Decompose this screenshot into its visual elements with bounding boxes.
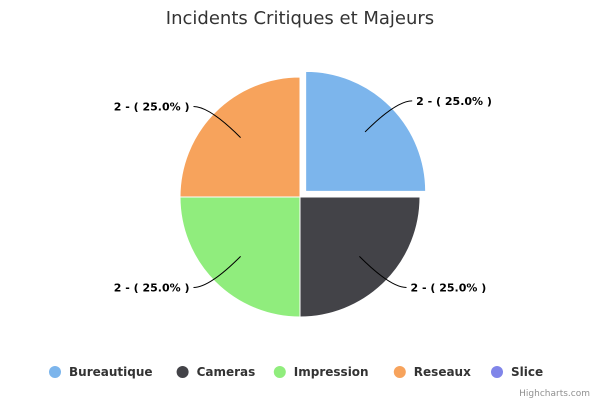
label-connector bbox=[193, 256, 241, 289]
data-label-reseaux: 2 - ( 25.0% ) bbox=[114, 100, 190, 113]
data-label-cameras: 2 - ( 25.0% ) bbox=[411, 282, 487, 295]
label-connector bbox=[193, 105, 241, 138]
legend-marker bbox=[176, 366, 189, 378]
legend-marker bbox=[491, 366, 503, 378]
data-label-bureautique: 2 - ( 25.0% ) bbox=[416, 95, 492, 108]
legend-label: Cameras bbox=[197, 365, 256, 379]
data-labels: 2 - ( 25.0% ) 2 - ( 25.0% ) 2 - ( 25.0% ) 2… bbox=[114, 95, 492, 295]
legend-label: Reseaux bbox=[414, 365, 471, 379]
legend-item-slice[interactable]: Slice bbox=[491, 365, 543, 379]
legend-item-reseaux[interactable]: Reseaux bbox=[393, 365, 471, 379]
legend-marker bbox=[273, 366, 286, 378]
legend-item-impression[interactable]: Impression bbox=[273, 365, 369, 379]
legend-label: Impression bbox=[294, 365, 369, 379]
legend-label: Bureautique bbox=[69, 365, 153, 379]
legend-marker bbox=[393, 366, 406, 378]
chart-title: Incidents Critiques et Majeurs bbox=[166, 8, 434, 29]
legend-marker bbox=[49, 366, 61, 378]
legend-item-cameras[interactable]: Cameras bbox=[176, 365, 256, 379]
data-label-impression: 2 - ( 25.0% ) bbox=[114, 282, 190, 295]
legend-label: Slice bbox=[511, 365, 543, 379]
label-connector bbox=[364, 100, 413, 133]
credits-link[interactable]: Highcharts.com bbox=[519, 389, 590, 399]
legend-item-bureautique[interactable]: Bureautique bbox=[49, 365, 153, 379]
label-connector bbox=[359, 256, 407, 289]
legend: Bureautique Cameras Impression Reseaux Slice bbox=[49, 365, 543, 379]
